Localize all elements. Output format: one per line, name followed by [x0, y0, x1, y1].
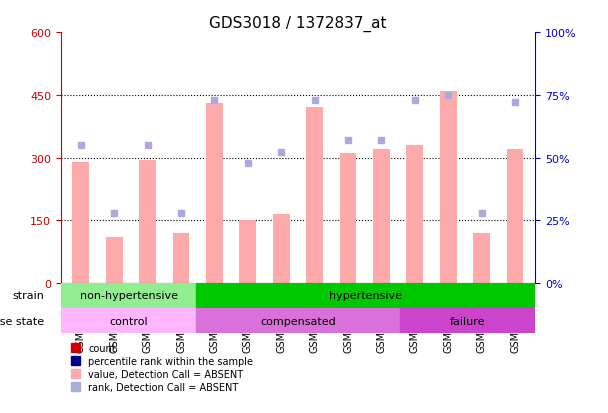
- Text: failure: failure: [449, 316, 485, 326]
- Bar: [196, 308, 399, 333]
- Text: disease state: disease state: [0, 316, 44, 326]
- Text: compensated: compensated: [260, 316, 336, 326]
- Bar: [440, 91, 457, 283]
- Bar: [72, 162, 89, 283]
- Bar: [399, 308, 535, 333]
- Text: control: control: [109, 316, 148, 326]
- Bar: [106, 237, 123, 283]
- Text: strain: strain: [12, 291, 44, 301]
- Text: hypertensive: hypertensive: [329, 291, 402, 301]
- Bar: [273, 214, 289, 283]
- Bar: [173, 233, 189, 283]
- Bar: [206, 104, 223, 283]
- Bar: [196, 283, 535, 308]
- Bar: [61, 308, 196, 333]
- Bar: [473, 233, 490, 283]
- Title: GDS3018 / 1372837_at: GDS3018 / 1372837_at: [209, 16, 387, 32]
- Legend: count, percentile rank within the sample, value, Detection Call = ABSENT, rank, : count, percentile rank within the sample…: [66, 338, 258, 396]
- Bar: [139, 160, 156, 283]
- Bar: [506, 150, 523, 283]
- Bar: [373, 150, 390, 283]
- Bar: [340, 154, 356, 283]
- Bar: [306, 108, 323, 283]
- Text: non-hypertensive: non-hypertensive: [80, 291, 178, 301]
- Bar: [61, 283, 196, 308]
- Bar: [407, 146, 423, 283]
- Bar: [240, 221, 256, 283]
